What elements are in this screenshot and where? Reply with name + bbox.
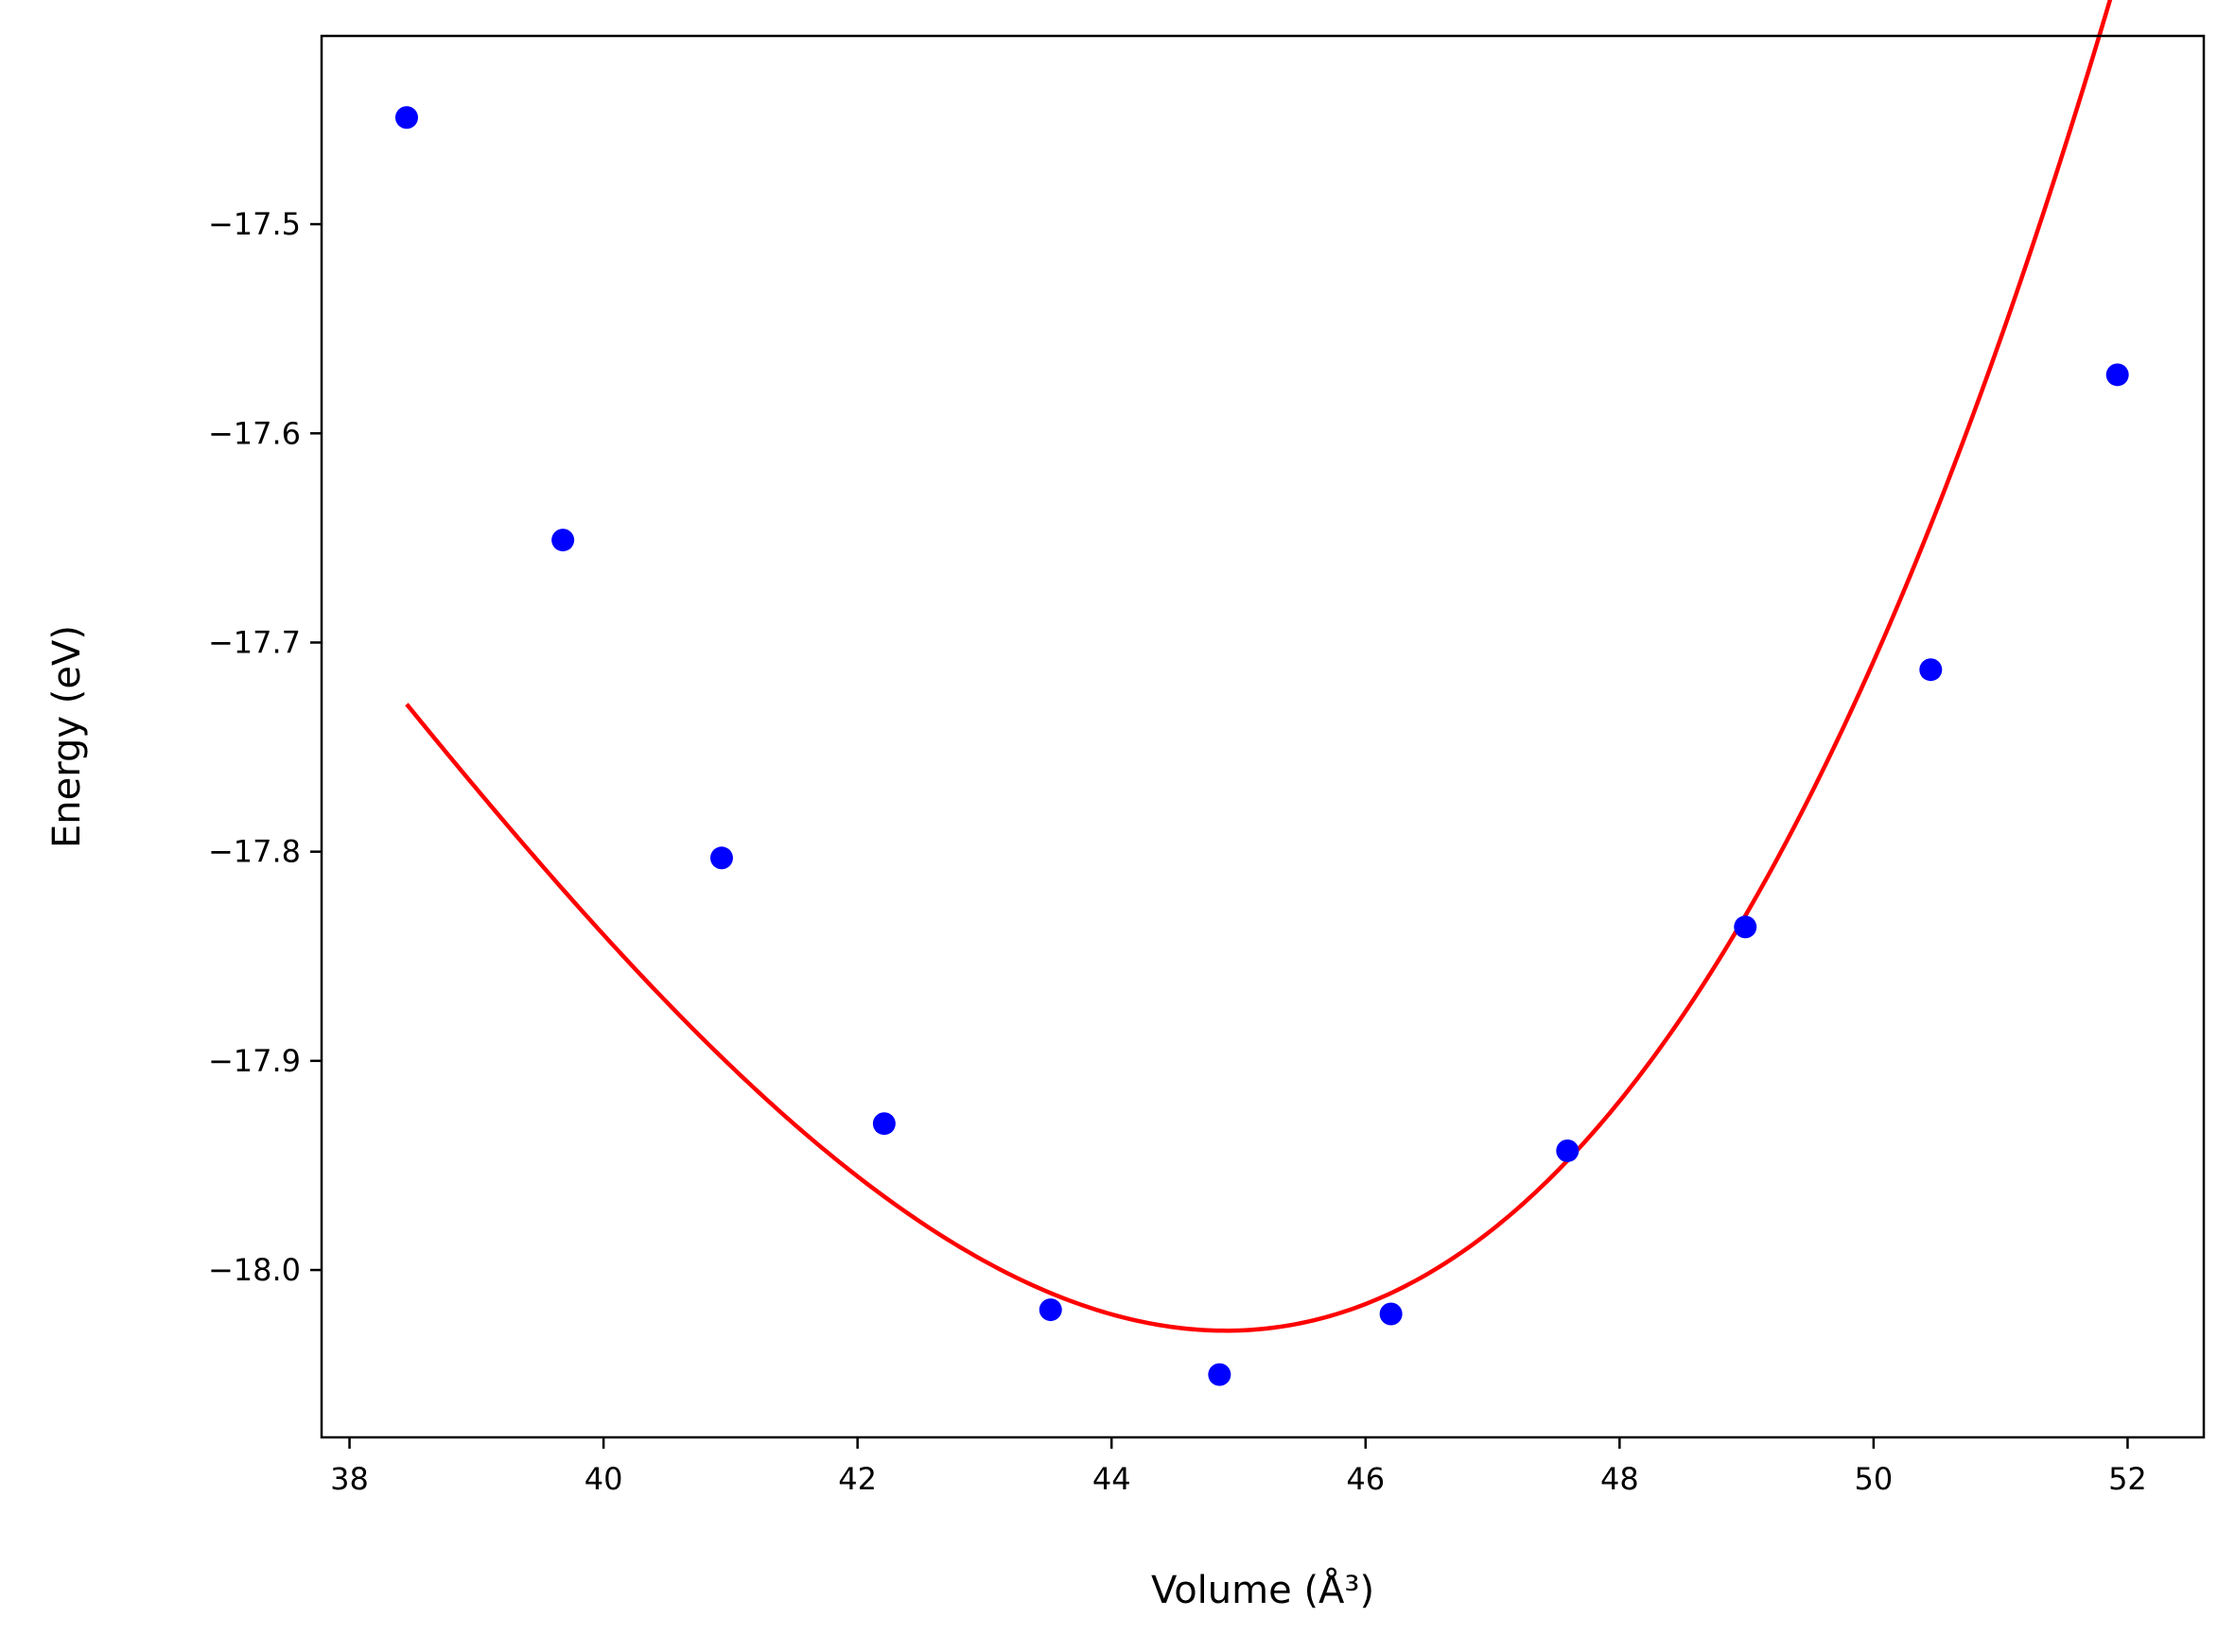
x-tick-label: 40 bbox=[585, 1461, 623, 1497]
data-point bbox=[551, 529, 575, 552]
x-tick-label: 50 bbox=[1855, 1461, 1894, 1497]
plot-frame bbox=[320, 34, 2206, 1439]
data-point bbox=[1556, 1139, 1580, 1162]
x-tick-label: 44 bbox=[1092, 1461, 1131, 1497]
x-axis-label: Volume (Å³) bbox=[1151, 1567, 1374, 1612]
data-point bbox=[1039, 1298, 1062, 1322]
fit-curve-line bbox=[405, 0, 2113, 1333]
y-tick-label: −17.6 bbox=[208, 415, 301, 451]
data-point bbox=[1734, 915, 1757, 939]
x-tick-label: 46 bbox=[1346, 1461, 1385, 1497]
y-tick-label: −18.0 bbox=[208, 1252, 301, 1288]
y-axis-label: Energy (eV) bbox=[45, 625, 89, 848]
y-tick-label: −17.7 bbox=[208, 624, 301, 660]
data-point bbox=[1919, 658, 1943, 682]
y-axis-ticks: −18.0 −17.9 −17.8 −17.7 −17.6 −17.5 bbox=[208, 206, 322, 1288]
y-tick-label: −17.8 bbox=[208, 834, 301, 870]
data-point bbox=[709, 846, 733, 870]
x-tick-label: 38 bbox=[330, 1461, 369, 1497]
data-point bbox=[872, 1112, 896, 1136]
plot-background bbox=[322, 36, 2204, 1437]
x-axis-ticks: 38 40 42 44 46 48 50 52 bbox=[330, 1437, 2147, 1497]
data-point bbox=[1379, 1302, 1403, 1326]
y-tick-label: −17.9 bbox=[208, 1043, 301, 1079]
data-point bbox=[1208, 1363, 1231, 1386]
x-tick-label: 48 bbox=[1600, 1461, 1639, 1497]
data-point bbox=[2105, 363, 2129, 387]
data-points bbox=[394, 106, 2129, 1386]
x-tick-label: 52 bbox=[2108, 1461, 2147, 1497]
x-tick-label: 42 bbox=[838, 1461, 877, 1497]
data-point bbox=[394, 106, 418, 130]
y-tick-label: −17.5 bbox=[208, 206, 301, 242]
